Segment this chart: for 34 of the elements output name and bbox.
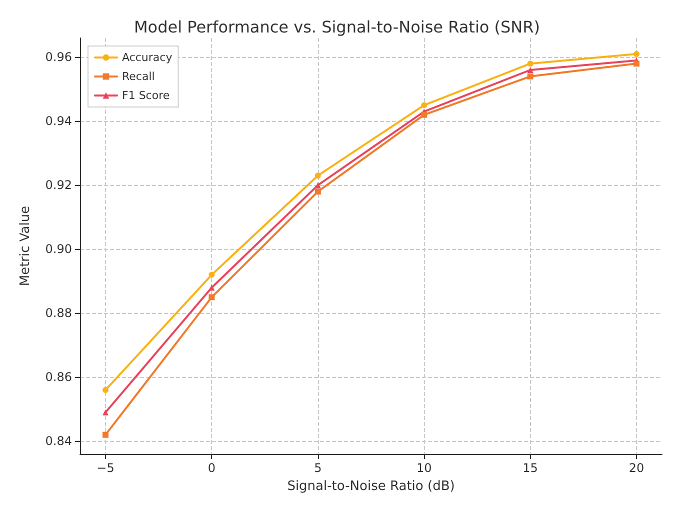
legend-label: Accuracy bbox=[122, 51, 173, 64]
point bbox=[634, 51, 640, 57]
y-tick-label: 0.94 bbox=[45, 114, 72, 128]
point bbox=[314, 172, 321, 179]
x-tick-label: −5 bbox=[96, 461, 114, 475]
y-axis-title: Metric Value bbox=[18, 206, 33, 286]
point bbox=[208, 272, 215, 278]
point bbox=[314, 188, 321, 195]
x-tick-label: 5 bbox=[314, 461, 322, 475]
x-tick-label: 10 bbox=[416, 461, 432, 475]
y-tick-label: 0.88 bbox=[45, 306, 72, 320]
point bbox=[421, 112, 428, 118]
chart-title: Model Performance vs. Signal-to-Noise Ratio (SNR) bbox=[134, 18, 540, 36]
point bbox=[102, 432, 108, 438]
y-tick-label: 0.90 bbox=[45, 242, 72, 256]
point bbox=[102, 387, 108, 393]
point bbox=[527, 60, 534, 67]
legend-label: Recall bbox=[122, 70, 155, 83]
point bbox=[102, 409, 108, 416]
point bbox=[208, 294, 215, 300]
y-tick-label: 0.92 bbox=[45, 178, 72, 192]
y-tick-label: 0.84 bbox=[45, 434, 72, 448]
y-tick-label: 0.86 bbox=[45, 370, 72, 384]
x-axis-title: Signal-to-Noise Ratio (dB) bbox=[287, 479, 455, 494]
y-tick-label: 0.96 bbox=[45, 50, 72, 64]
point bbox=[208, 284, 215, 291]
legend-label: F1 Score bbox=[122, 89, 170, 102]
x-tick-label: 20 bbox=[628, 461, 644, 475]
point bbox=[527, 67, 534, 73]
x-tick-label: 15 bbox=[522, 461, 538, 475]
x-tick-label: 0 bbox=[208, 461, 216, 475]
point bbox=[421, 102, 428, 108]
point bbox=[527, 73, 534, 80]
point bbox=[634, 60, 640, 67]
